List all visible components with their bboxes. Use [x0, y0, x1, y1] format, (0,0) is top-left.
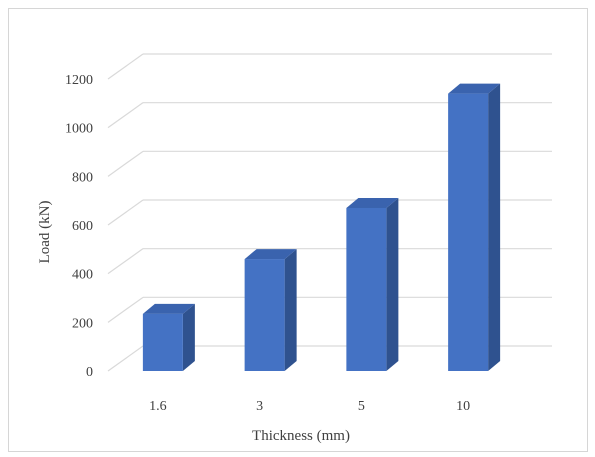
- x-tick-label: 5: [358, 399, 365, 414]
- y-tick-label: 400: [72, 268, 93, 283]
- y-tick-label: 0: [86, 365, 93, 380]
- bar-top: [448, 83, 501, 94]
- bar-side: [182, 303, 195, 371]
- gridline-side: [107, 53, 144, 80]
- bar: [346, 197, 399, 371]
- y-tick-label: 1000: [65, 122, 93, 137]
- y-tick-label: 600: [72, 219, 93, 234]
- gridline-side: [107, 248, 144, 275]
- bar: [448, 83, 501, 371]
- bar-top: [346, 197, 399, 208]
- bar: [244, 249, 297, 371]
- bar-front: [142, 313, 183, 371]
- gridline-side: [107, 345, 144, 372]
- gridline-side: [107, 296, 144, 323]
- y-tick-label: 200: [72, 316, 93, 331]
- y-tick-labels: 0 200 400 600 800 1000 1200: [65, 73, 93, 380]
- x-axis-label: Thickness (mm): [252, 428, 350, 444]
- bar-side: [284, 249, 297, 371]
- x-tick-label: 10: [456, 399, 470, 414]
- bar-front: [346, 207, 387, 371]
- gridline-side: [107, 150, 144, 177]
- bar-side: [488, 83, 501, 371]
- y-axis-label: Load (kN): [37, 201, 53, 264]
- x-tick-labels: 1.6 3 5 10: [149, 399, 470, 414]
- bar-front: [448, 93, 489, 371]
- x-tick-label: 1.6: [149, 399, 167, 414]
- bar-side: [386, 197, 399, 371]
- y-tick-label: 1200: [65, 73, 93, 88]
- bar-front: [244, 259, 285, 371]
- bar-top: [142, 303, 195, 314]
- y-tick-label: 800: [72, 170, 93, 185]
- bar-top: [244, 249, 297, 260]
- gridline-side: [107, 102, 144, 129]
- bar: [142, 303, 195, 371]
- x-tick-label: 3: [256, 399, 263, 414]
- gridline-side: [107, 199, 144, 226]
- bars: [142, 83, 501, 371]
